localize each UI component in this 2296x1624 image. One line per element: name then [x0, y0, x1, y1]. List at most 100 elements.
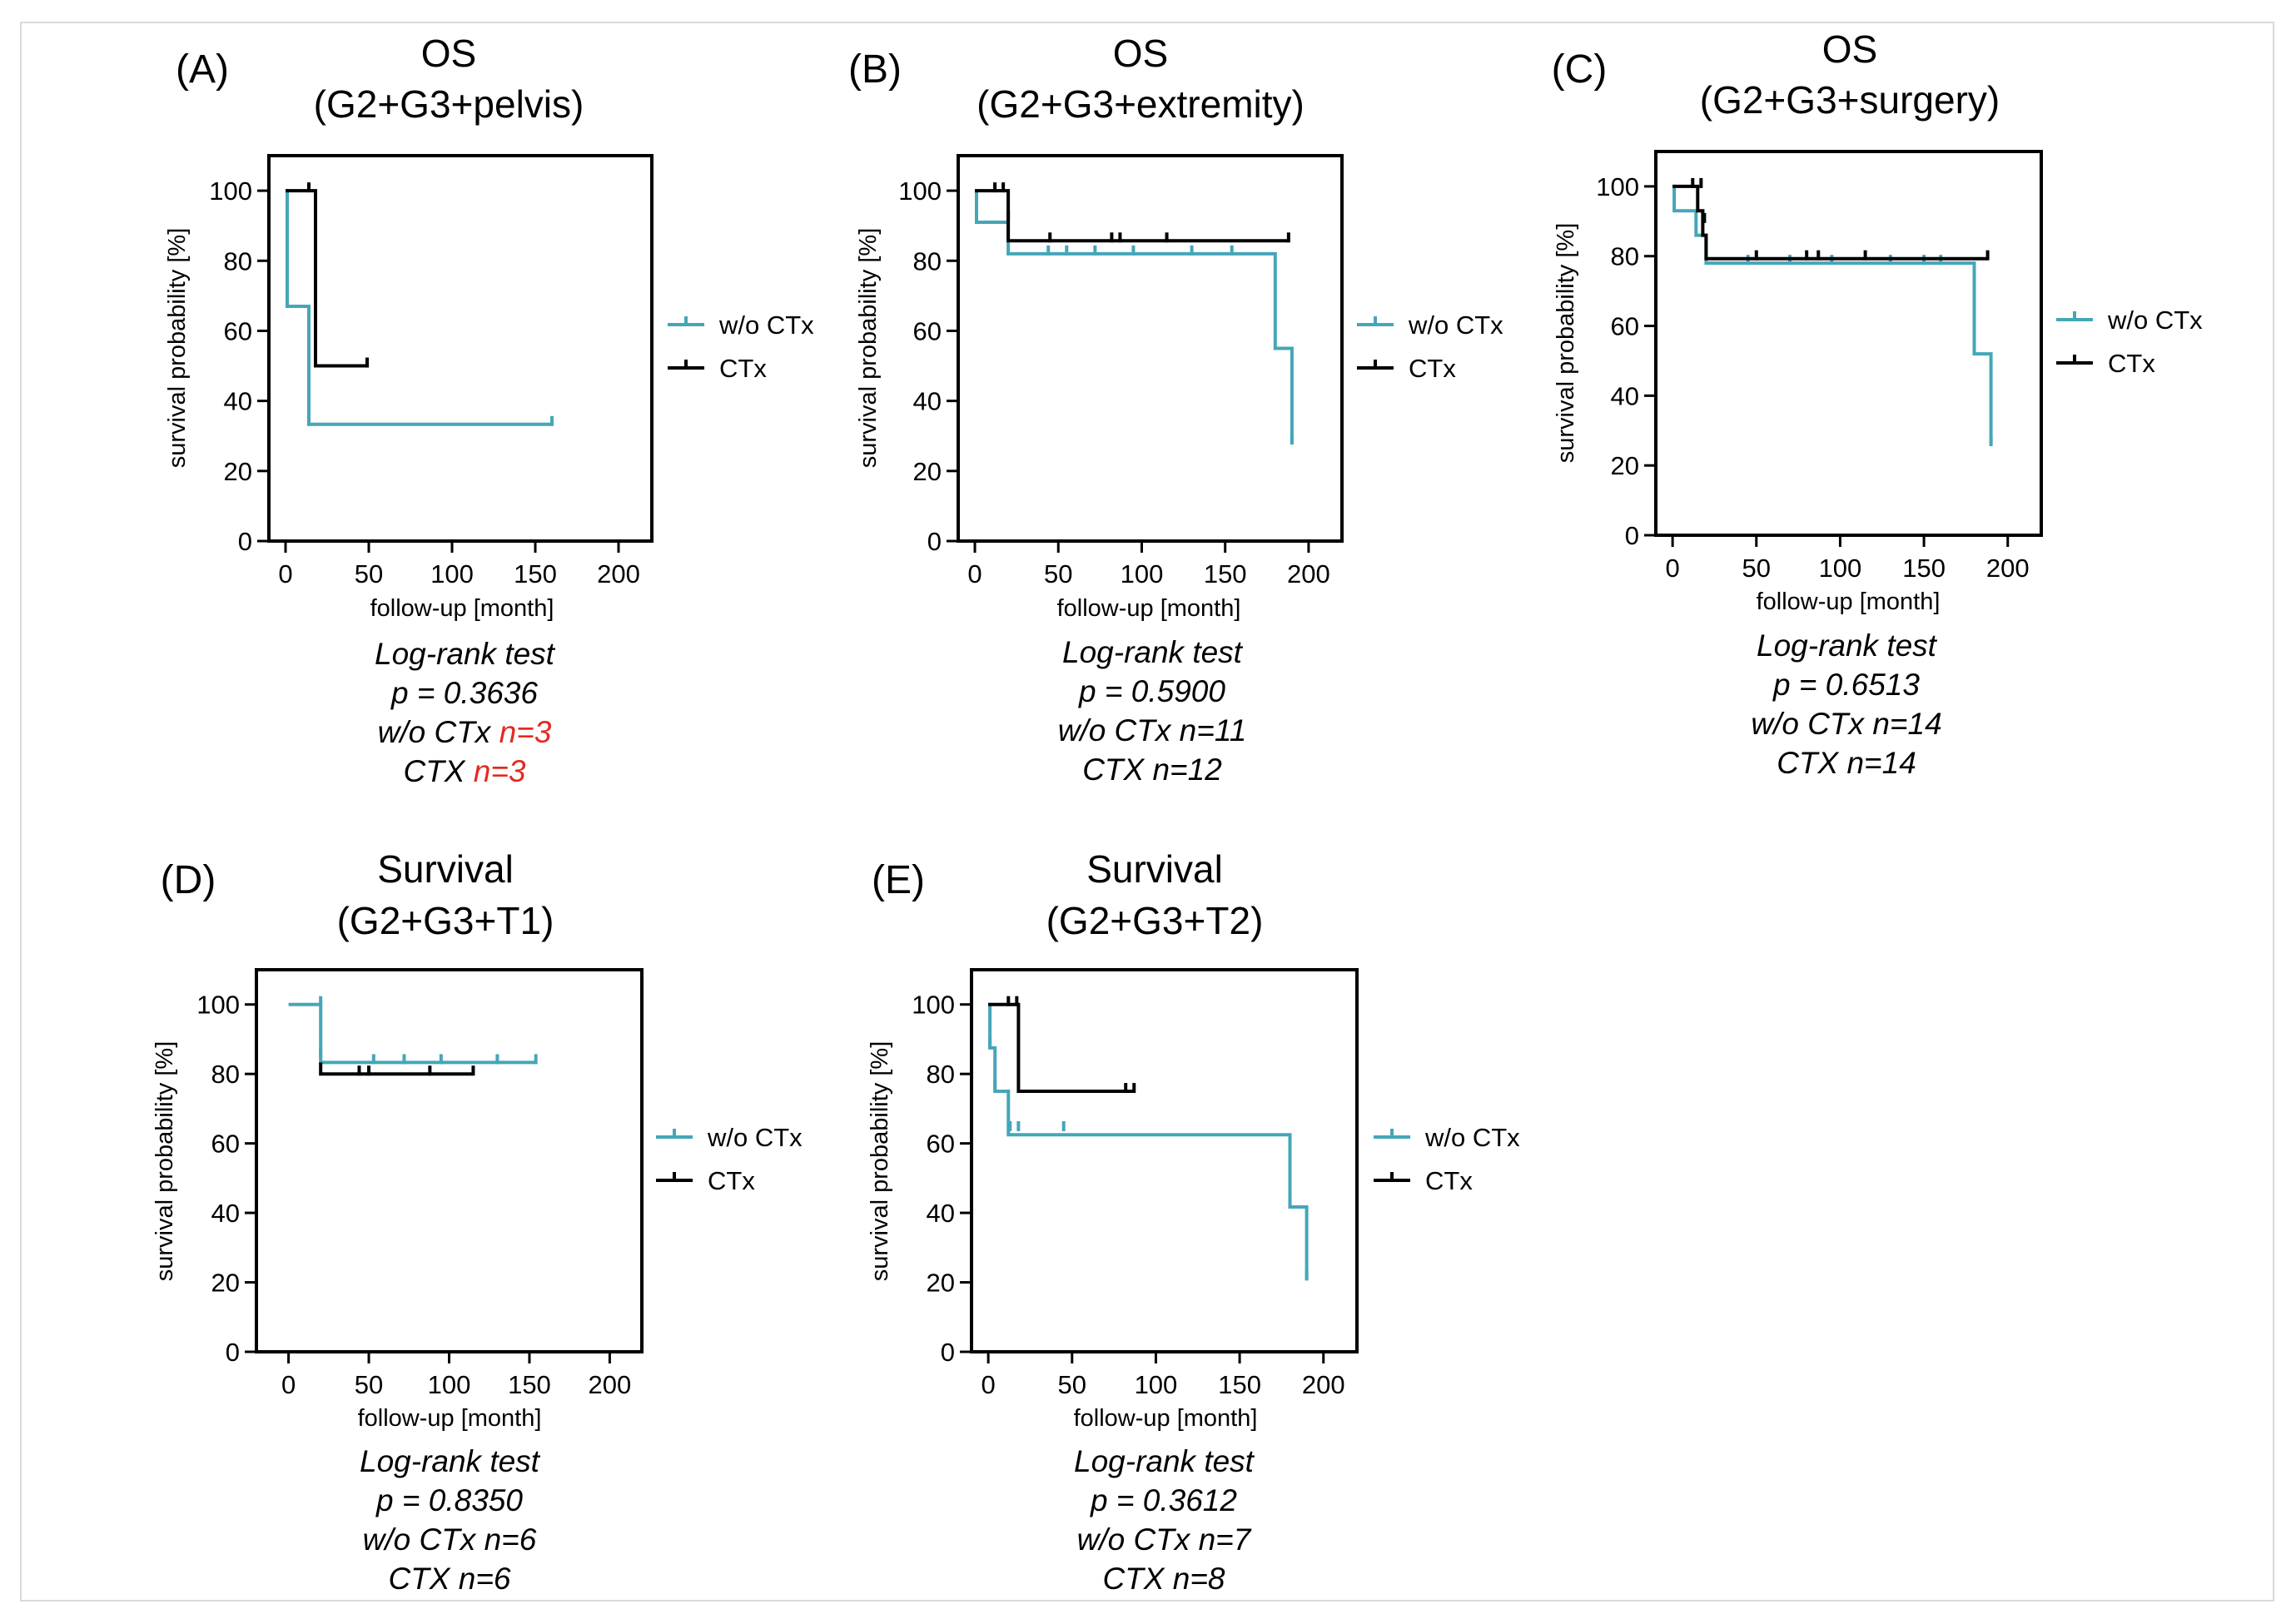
x-tick-label: 100: [430, 559, 474, 589]
stats-block: Log-rank test p = 0.6513 w/o CTx n=14 CT…: [1630, 626, 2063, 782]
y-tick-label: 20: [1611, 451, 1639, 480]
y-tick-label: 20: [224, 457, 252, 486]
y-tick-label: 0: [226, 1338, 240, 1367]
stats-block: Log-rank test p = 0.3612 w/o CTx n=7 CTX…: [947, 1442, 1380, 1598]
y-tick-label: 40: [224, 387, 252, 416]
series-line-ctx: [319, 1062, 474, 1076]
stats-p-value: p = 0.8350: [376, 1483, 523, 1517]
km-panel-4: (E) Survival (G2+G3+T2) 0 20 40 60 80 100 0 50 100 1…: [867, 847, 1520, 1432]
x-tick-label: 150: [1902, 554, 1946, 583]
x-tick-label: 150: [514, 559, 557, 589]
y-tick-label: 40: [913, 387, 942, 416]
chart-title: Survival: [1086, 847, 1223, 891]
legend-entry: CTx: [708, 1166, 755, 1195]
stats-wo-ctx-n: w/o CTx n=6: [362, 1522, 537, 1557]
x-tick-label: 200: [597, 559, 640, 589]
x-tick-label: 150: [1218, 1370, 1261, 1399]
panel-label: (D): [161, 858, 216, 902]
y-tick-label: 100: [196, 991, 240, 1020]
y-tick-label: 100: [912, 991, 955, 1020]
y-tick-label: 0: [1625, 521, 1639, 550]
y-tick-label: 100: [898, 176, 942, 206]
y-axis-label: survival probability [%]: [164, 228, 191, 469]
stats-ctx-n: CTX n=6: [388, 1562, 511, 1596]
stats-test: Log-rank test: [375, 637, 554, 671]
legend-entry: CTx: [1409, 354, 1456, 383]
y-tick-label: 80: [913, 246, 942, 276]
panel-label: (E): [872, 858, 925, 902]
y-axis-label: survival probability [%]: [1553, 223, 1579, 464]
plot-frame: [267, 154, 654, 543]
chart-title: OS: [1113, 32, 1168, 75]
y-tick-label: 0: [238, 527, 252, 556]
y-tick-label: 60: [211, 1130, 240, 1159]
series-line-wo-ctx: [288, 1002, 536, 1065]
x-tick-label: 50: [1058, 1370, 1086, 1399]
x-tick-label: 0: [278, 559, 292, 589]
plot-frame: [255, 968, 644, 1353]
x-tick-label: 50: [1742, 554, 1771, 583]
stats-wo-ctx-n: w/o CTx n=3: [377, 715, 552, 749]
stats-test: Log-rank test: [360, 1444, 539, 1478]
x-axis-label: follow-up [month]: [1757, 589, 1941, 615]
chart-subtitle: (G2+G3+pelvis): [314, 82, 584, 126]
legend-entry: CTx: [1425, 1166, 1473, 1195]
y-tick-label: 100: [209, 176, 252, 206]
x-tick-label: 200: [1287, 559, 1330, 589]
plot-frame: [970, 968, 1359, 1353]
series-line-wo-ctx: [988, 1002, 1309, 1280]
x-tick-label: 150: [508, 1370, 551, 1399]
stats-p-value: p = 0.3636: [391, 676, 538, 710]
y-tick-label: 80: [224, 246, 252, 276]
y-axis-label: survival probability [%]: [855, 228, 882, 469]
legend-entry: CTx: [719, 354, 767, 383]
legend-entry: w/o CTx: [2107, 305, 2203, 335]
series-line-wo-ctx: [286, 189, 552, 426]
legend-entry: CTx: [2108, 349, 2155, 378]
y-tick-label: 40: [211, 1199, 240, 1228]
x-axis-label: follow-up [month]: [1074, 1405, 1258, 1432]
series-line-ctx: [286, 189, 367, 368]
panel-label: (C): [1552, 47, 1608, 92]
stats-ctx-n: CTX n=12: [1082, 752, 1222, 787]
series-line-ctx: [975, 189, 1289, 243]
chart-title: Survival: [377, 847, 514, 891]
stats-ctx-n: CTX n=8: [1102, 1562, 1225, 1596]
chart-subtitle: (G2+G3+surgery): [1700, 78, 2000, 122]
y-axis-label: survival probability [%]: [867, 1041, 893, 1282]
series-line-ctx: [1672, 184, 1988, 261]
stats-block: Log-rank test p = 0.5900 w/o CTx n=11 CT…: [936, 633, 1369, 789]
y-tick-label: 60: [913, 316, 942, 345]
x-tick-label: 0: [967, 559, 982, 589]
y-tick-label: 60: [927, 1130, 955, 1159]
km-panel-0: (A) OS (G2+G3+pelvis) 0 20 40 60 80 100 0 50 100 150…: [164, 32, 814, 622]
x-tick-label: 200: [1302, 1370, 1345, 1399]
y-tick-label: 60: [224, 316, 252, 345]
series-line-wo-ctx: [975, 189, 1294, 444]
y-tick-label: 40: [927, 1199, 955, 1228]
legend-entry: w/o CTx: [718, 310, 814, 340]
x-tick-label: 150: [1204, 559, 1247, 589]
x-tick-label: 0: [1666, 554, 1680, 583]
y-tick-label: 60: [1611, 312, 1639, 341]
stats-wo-ctx-n: w/o CTx n=14: [1751, 707, 1942, 741]
panel-label: (A): [176, 47, 229, 92]
x-tick-label: 100: [1819, 554, 1862, 583]
stats-block: Log-rank test p = 0.3636 w/o CTx n=3 CTX…: [248, 634, 681, 791]
series-line-wo-ctx: [1672, 184, 1993, 444]
x-tick-label: 0: [281, 1370, 296, 1399]
chart-title: OS: [1822, 27, 1877, 71]
chart-title: OS: [421, 32, 476, 75]
km-panel-2: (C) OS (G2+G3+surgery) 0 20 40 60 80 100 0 50 100 15…: [1552, 27, 2203, 615]
x-tick-label: 100: [1121, 559, 1164, 589]
chart-subtitle: (G2+G3+T1): [337, 899, 554, 942]
x-axis-label: follow-up [month]: [370, 595, 554, 622]
legend-entry: w/o CTx: [707, 1123, 803, 1152]
x-tick-label: 50: [355, 559, 383, 589]
legend-entry: w/o CTx: [1408, 310, 1503, 340]
stats-test: Log-rank test: [1074, 1444, 1254, 1478]
y-tick-label: 100: [1596, 172, 1639, 201]
stats-p-value: p = 0.3612: [1091, 1483, 1237, 1517]
x-tick-label: 0: [982, 1370, 996, 1399]
y-axis-label: survival probability [%]: [152, 1041, 178, 1282]
